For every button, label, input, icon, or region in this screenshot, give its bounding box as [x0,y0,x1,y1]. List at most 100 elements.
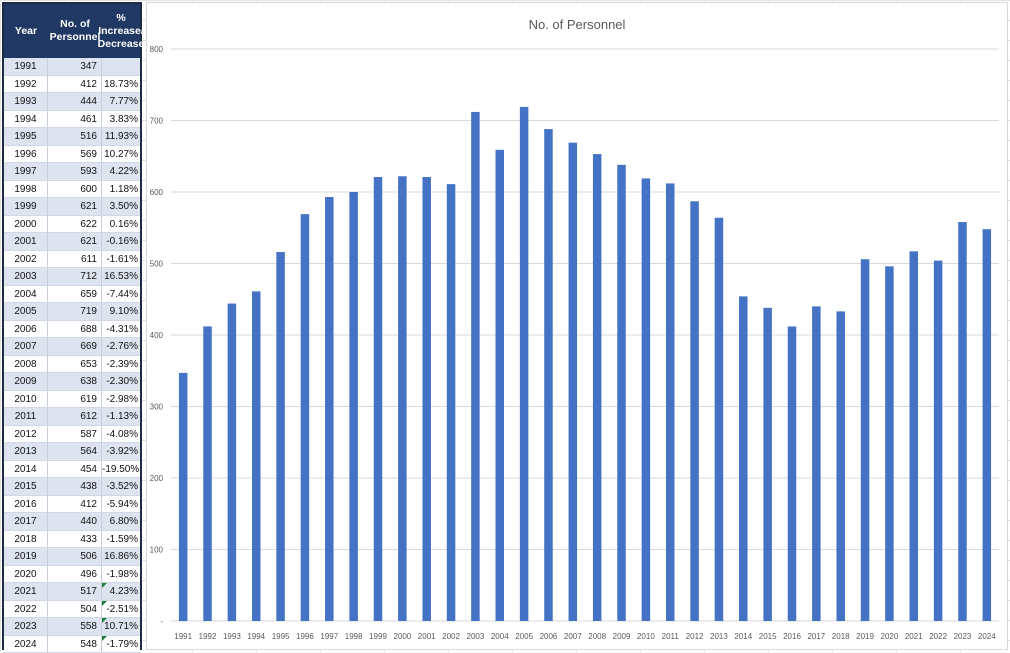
bar-1991[interactable] [179,373,188,621]
bar-2024[interactable] [983,229,992,621]
cell-year[interactable]: 2014 [4,461,48,478]
bar-2008[interactable] [593,154,602,621]
cell-year[interactable]: 1995 [4,128,48,145]
cell-change[interactable]: -3.92% [102,443,140,460]
cell-year[interactable]: 2004 [4,286,48,303]
cell-change[interactable]: -1.13% [102,408,140,425]
cell-change[interactable]: 10.71% [102,618,140,635]
cell-personnel[interactable]: 621 [48,233,102,250]
bar-2010[interactable] [642,178,651,621]
bar-2005[interactable] [520,107,529,621]
cell-personnel[interactable]: 600 [48,181,102,198]
cell-personnel[interactable]: 569 [48,146,102,163]
bar-2002[interactable] [447,184,456,621]
cell-personnel[interactable]: 564 [48,443,102,460]
cell-change[interactable]: 16.86% [102,548,140,565]
bar-2022[interactable] [934,261,943,621]
cell-change[interactable]: 9.10% [102,303,140,320]
cell-change[interactable]: 0.16% [102,216,140,233]
cell-change[interactable]: 18.73% [102,76,140,93]
cell-personnel[interactable]: 496 [48,566,102,583]
cell-personnel[interactable]: 638 [48,373,102,390]
cell-change[interactable]: -3.52% [102,478,140,495]
cell-year[interactable]: 2009 [4,373,48,390]
cell-change[interactable]: -7.44% [102,286,140,303]
cell-change[interactable]: -2.30% [102,373,140,390]
cell-year[interactable]: 2022 [4,601,48,618]
cell-personnel[interactable]: 669 [48,338,102,355]
cell-year[interactable]: 2003 [4,268,48,285]
cell-personnel[interactable]: 347 [48,58,102,75]
cell-personnel[interactable]: 587 [48,426,102,443]
bar-2017[interactable] [812,306,821,621]
cell-change[interactable]: -1.98% [102,566,140,583]
bar-1997[interactable] [325,197,334,621]
cell-year[interactable]: 2011 [4,408,48,425]
cell-year[interactable]: 2007 [4,338,48,355]
cell-year[interactable]: 1996 [4,146,48,163]
cell-change[interactable]: -2.98% [102,391,140,408]
cell-change[interactable]: 6.80% [102,513,140,530]
bar-2001[interactable] [422,177,431,621]
bar-1993[interactable] [228,304,237,621]
cell-year[interactable]: 2024 [4,636,48,653]
cell-personnel[interactable]: 440 [48,513,102,530]
cell-year[interactable]: 1991 [4,58,48,75]
bar-1994[interactable] [252,291,261,621]
cell-year[interactable]: 2005 [4,303,48,320]
header-year[interactable]: Year [4,4,48,58]
cell-personnel[interactable]: 619 [48,391,102,408]
cell-personnel[interactable]: 621 [48,198,102,215]
bar-2015[interactable] [763,308,772,621]
cell-year[interactable]: 1997 [4,163,48,180]
bar-2023[interactable] [958,222,967,621]
cell-year[interactable]: 2023 [4,618,48,635]
cell-personnel[interactable]: 622 [48,216,102,233]
cell-change[interactable]: -5.94% [102,496,140,513]
cell-change[interactable]: 1.18% [102,181,140,198]
cell-year[interactable]: 2002 [4,251,48,268]
cell-change[interactable]: 3.50% [102,198,140,215]
cell-year[interactable]: 2020 [4,566,48,583]
bar-2000[interactable] [398,176,407,621]
cell-personnel[interactable]: 506 [48,548,102,565]
cell-personnel[interactable]: 504 [48,601,102,618]
bar-1995[interactable] [276,252,285,621]
cell-year[interactable]: 2006 [4,321,48,338]
cell-change[interactable]: -1.61% [102,251,140,268]
bar-2016[interactable] [788,326,797,621]
cell-personnel[interactable]: 593 [48,163,102,180]
bar-2021[interactable] [910,251,919,621]
cell-change[interactable] [102,58,140,75]
cell-year[interactable]: 1994 [4,111,48,128]
cell-year[interactable]: 2000 [4,216,48,233]
cell-personnel[interactable]: 454 [48,461,102,478]
cell-year[interactable]: 2013 [4,443,48,460]
cell-change[interactable]: -4.31% [102,321,140,338]
bar-2006[interactable] [544,129,553,621]
bar-2003[interactable] [471,112,480,621]
cell-personnel[interactable]: 412 [48,76,102,93]
cell-change[interactable]: 11.93% [102,128,140,145]
cell-personnel[interactable]: 548 [48,636,102,653]
cell-change[interactable]: -1.79% [102,636,140,653]
cell-personnel[interactable]: 688 [48,321,102,338]
cell-year[interactable]: 2019 [4,548,48,565]
bar-2009[interactable] [617,165,626,621]
cell-personnel[interactable]: 653 [48,356,102,373]
bar-1999[interactable] [374,177,383,621]
cell-change[interactable]: 10.27% [102,146,140,163]
cell-change[interactable]: -2.76% [102,338,140,355]
cell-personnel[interactable]: 444 [48,93,102,110]
bar-2013[interactable] [715,218,724,621]
bar-2007[interactable] [569,143,578,621]
bar-1998[interactable] [349,192,358,621]
cell-year[interactable]: 2001 [4,233,48,250]
cell-year[interactable]: 1999 [4,198,48,215]
bar-2018[interactable] [836,311,845,621]
cell-year[interactable]: 2010 [4,391,48,408]
cell-personnel[interactable]: 433 [48,531,102,548]
cell-change[interactable]: 3.83% [102,111,140,128]
cell-change[interactable]: -2.39% [102,356,140,373]
